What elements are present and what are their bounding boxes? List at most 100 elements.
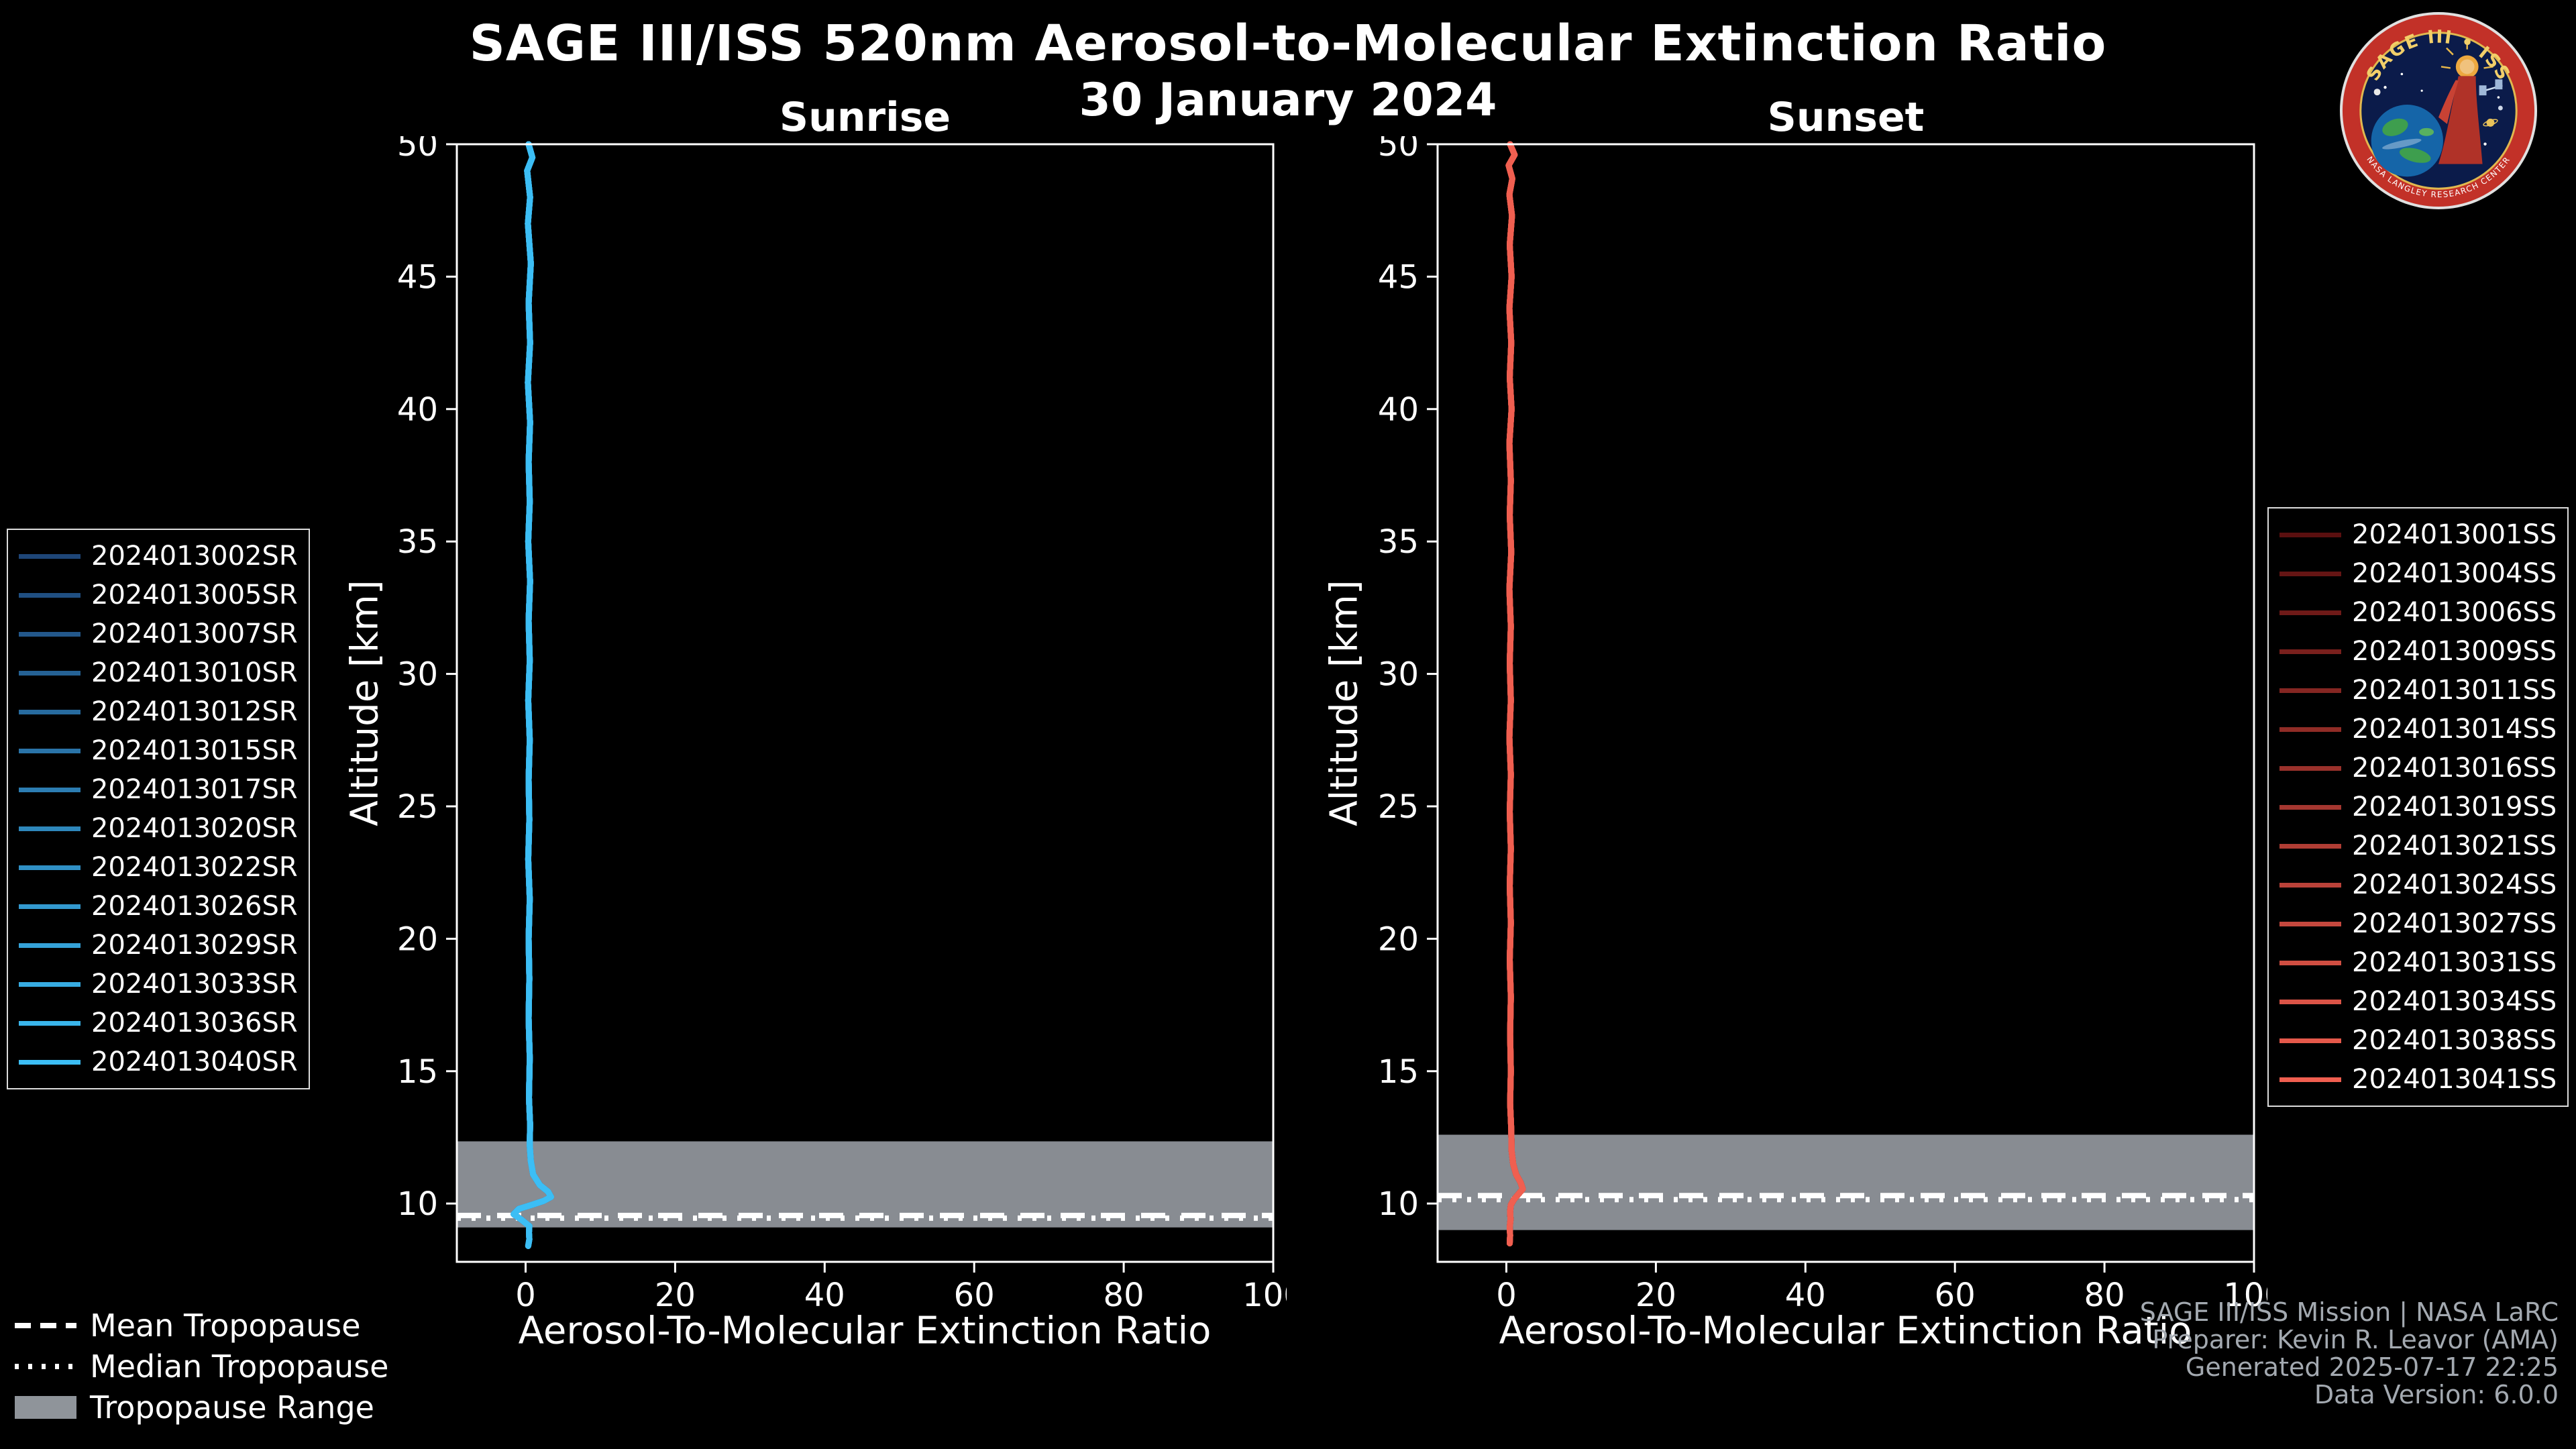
- legend-line-swatch: [2279, 1077, 2341, 1082]
- legend-line-swatch: [19, 1020, 80, 1026]
- y-tick-label: 20: [397, 920, 438, 958]
- legend-item-label: 2024013012SR: [91, 696, 298, 727]
- legend-item: 2024013002SR: [19, 537, 298, 576]
- legend-item: 2024013004SS: [2279, 554, 2557, 593]
- tropopause-range-swatch: [15, 1396, 76, 1419]
- plot-frame: [455, 143, 1275, 1263]
- sunset-x-axis-label: Aerosol-To-Molecular Extinction Ratio: [1499, 1309, 2192, 1353]
- legend-line-swatch: [19, 748, 80, 753]
- y-tick-label: 20: [1378, 920, 1419, 958]
- legend-item-label: 2024013005SR: [91, 580, 298, 610]
- mean-tropopause-label: Mean Tropopause: [90, 1307, 361, 1344]
- legend-item: 2024013024SS: [2279, 865, 2557, 904]
- legend-item-label: 2024013019SS: [2352, 792, 2557, 822]
- figure-date: 30 January 2024: [1079, 74, 1497, 127]
- legend-item-label: 2024013022SR: [91, 852, 298, 883]
- credits-block: SAGE III/ISS Mission | NASA LaRC Prepare…: [2140, 1299, 2559, 1409]
- legend-item-label: 2024013002SR: [91, 541, 298, 572]
- legend-item-label: 2024013015SR: [91, 735, 298, 766]
- legend-line-swatch: [19, 592, 80, 598]
- legend-line-swatch: [19, 1059, 80, 1065]
- legend-item-label: 2024013001SS: [2352, 519, 2557, 550]
- sunrise-legend: 2024013002SR 2024013005SR 2024013007SR 2024…: [7, 529, 310, 1089]
- legend-item: 2024013011SS: [2279, 671, 2557, 710]
- legend-line-swatch: [2279, 765, 2341, 771]
- x-tick-label: 100: [1242, 1277, 1287, 1314]
- legend-line-swatch: [19, 904, 80, 909]
- legend-item-label: 2024013011SS: [2352, 675, 2557, 706]
- legend-item-label: 2024013038SS: [2352, 1025, 2557, 1056]
- x-tick-label: 60: [954, 1277, 995, 1314]
- x-tick-label: 20: [655, 1277, 696, 1314]
- legend-line-swatch: [2279, 843, 2341, 849]
- legend-line-swatch: [2279, 804, 2341, 810]
- tropopause-legend: Mean Tropopause Median Tropopause Tropop…: [15, 1307, 389, 1426]
- y-tick-label: 50: [1378, 136, 1419, 164]
- logo-iss: [2479, 79, 2503, 96]
- dotted-line-swatch: [15, 1364, 76, 1369]
- legend-line-swatch: [2279, 610, 2341, 615]
- legend-item-label: 2024013004SS: [2352, 558, 2557, 589]
- legend-item: 2024013001SS: [2279, 515, 2557, 554]
- legend-item-label: 2024013020SR: [91, 813, 298, 844]
- tropopause-range-legend-item: Tropopause Range: [15, 1389, 388, 1426]
- legend-line-swatch: [2279, 727, 2341, 732]
- sunset-panel-title: Sunset: [1767, 94, 1925, 141]
- sunrise-panel-title: Sunrise: [779, 94, 951, 141]
- legend-item: 2024013005SR: [19, 576, 298, 614]
- legend-item-label: 2024013014SS: [2352, 714, 2557, 745]
- y-tick-label: 10: [1378, 1185, 1419, 1223]
- profile-line: [511, 141, 554, 1249]
- mean-tropopause-legend-item: Mean Tropopause: [15, 1307, 388, 1344]
- y-tick-label: 45: [397, 258, 438, 296]
- legend-line-swatch: [19, 826, 80, 831]
- legend-item-label: 2024013007SR: [91, 619, 298, 649]
- legend-item: 2024013040SR: [19, 1042, 298, 1081]
- legend-item: 2024013038SS: [2279, 1021, 2557, 1060]
- y-tick-label: 10: [397, 1185, 438, 1223]
- y-tick-label: 40: [397, 391, 438, 429]
- sunrise-y-axis-label: Altitude [km]: [343, 580, 387, 826]
- x-tick-label: 60: [1935, 1277, 1976, 1314]
- legend-item: 2024013016SS: [2279, 749, 2557, 788]
- legend-line-swatch: [2279, 1038, 2341, 1043]
- legend-item-label: 2024013027SS: [2352, 908, 2557, 939]
- x-tick-label: 40: [804, 1277, 845, 1314]
- legend-item: 2024013021SS: [2279, 826, 2557, 865]
- profile-line: [511, 141, 554, 1249]
- profile-line: [511, 141, 554, 1249]
- logo-earth: [2371, 105, 2443, 177]
- y-tick-label: 45: [1378, 258, 1419, 296]
- logo-sun-figure: [2438, 40, 2493, 164]
- sunrise-plot: 10 15 20 25 30 35 40 45 50 0 20 40 60 80 100: [397, 136, 1287, 1314]
- y-tick-label: 25: [1378, 788, 1419, 826]
- legend-item: 2024013022SR: [19, 848, 298, 887]
- tropopause-range-band: [1438, 1134, 2254, 1230]
- dashed-line-swatch: [15, 1323, 76, 1328]
- sunset-legend: 2024013001SS 2024013004SS 2024013006SS 2024…: [2267, 507, 2569, 1107]
- legend-item-label: 2024013031SS: [2352, 947, 2557, 978]
- legend-line-swatch: [2279, 688, 2341, 693]
- legend-item-label: 2024013010SR: [91, 657, 298, 688]
- credits-generated: Generated 2025-07-17 22:25: [2185, 1352, 2559, 1382]
- y-tick-label: 30: [397, 656, 438, 694]
- median-tropopause-label: Median Tropopause: [90, 1348, 389, 1385]
- legend-item: 2024013015SR: [19, 731, 298, 770]
- x-tick-label: 80: [2084, 1277, 2125, 1314]
- y-tick-label: 25: [397, 788, 438, 826]
- profile-line: [511, 141, 554, 1249]
- legend-item-label: 2024013029SR: [91, 930, 298, 961]
- legend-item-label: 2024013034SS: [2352, 986, 2557, 1017]
- x-tick-label: 0: [515, 1277, 536, 1314]
- x-tick-label: 20: [1635, 1277, 1676, 1314]
- legend-item: 2024013031SS: [2279, 943, 2557, 982]
- y-tick-label: 35: [1378, 523, 1419, 561]
- legend-item: 2024013010SR: [19, 653, 298, 692]
- legend-item-label: 2024013024SS: [2352, 869, 2557, 900]
- legend-item: 2024013006SS: [2279, 593, 2557, 632]
- y-tick-label: 40: [1378, 391, 1419, 429]
- legend-line-swatch: [19, 631, 80, 637]
- profile-line: [511, 141, 554, 1249]
- legend-item: 2024013041SS: [2279, 1060, 2557, 1099]
